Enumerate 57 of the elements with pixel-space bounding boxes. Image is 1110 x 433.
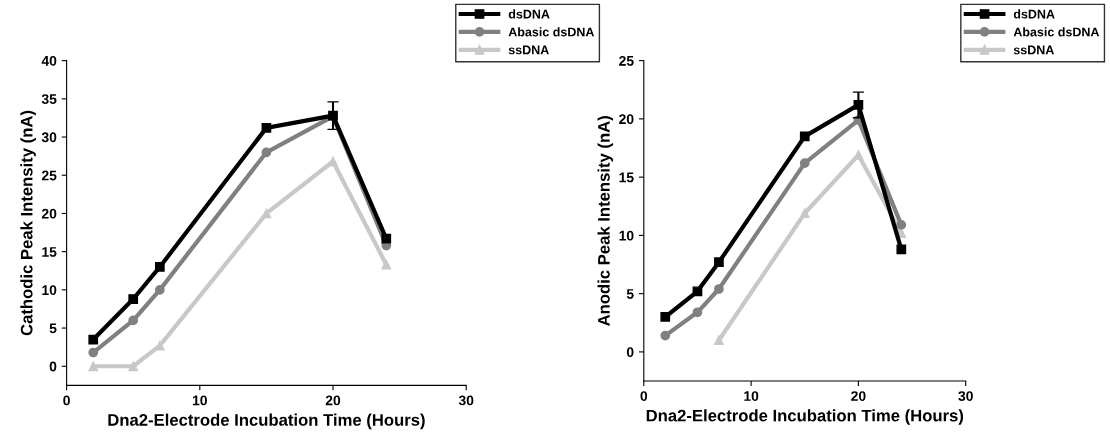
x-tick-label: 30 (458, 395, 474, 406)
point (381, 259, 392, 270)
y-tick-label: 0 (49, 361, 57, 372)
x-axis-title: Dna2-Electrode Incubation Time (Hours) (108, 413, 425, 430)
x-tick-label: 20 (851, 391, 866, 401)
x-tick-label: 30 (958, 391, 973, 401)
y-tick-label: 20 (41, 208, 57, 219)
y-tick-label: 0 (626, 347, 634, 358)
point (660, 330, 671, 341)
point (896, 220, 907, 230)
point (154, 262, 165, 272)
point (799, 208, 810, 219)
x-tick-label: 10 (192, 395, 207, 406)
point (88, 347, 99, 358)
point (799, 158, 810, 169)
legend-label: dsDNA (508, 9, 550, 19)
point (692, 307, 703, 318)
point (88, 361, 99, 372)
legend-label: ssDNA (1013, 45, 1054, 55)
y-tick-label: 15 (619, 172, 634, 183)
y-tick-label: 5 (49, 323, 57, 334)
x-tick-label: 0 (640, 391, 648, 401)
point (381, 233, 392, 244)
point (896, 244, 907, 255)
y-tick-label: 25 (41, 170, 57, 181)
x-tick-label: 0 (63, 395, 70, 406)
point (88, 334, 99, 345)
legend-label: Abasic dsDNA (508, 27, 595, 37)
point (714, 257, 724, 268)
point (128, 315, 139, 326)
point (154, 284, 165, 295)
x-tick-label: 10 (744, 391, 759, 401)
legend-label: ssDNA (508, 45, 549, 55)
y-tick-label: 40 (41, 55, 57, 66)
point (261, 147, 272, 158)
point (714, 335, 724, 346)
y-tick-label: 5 (626, 289, 634, 299)
legend-label: Abasic dsDNA (1013, 27, 1100, 37)
y-axis-title: Cathodic Peak Intensity (nA) (20, 110, 36, 336)
point (128, 361, 139, 372)
y-tick-label: 25 (619, 55, 634, 66)
y-tick-label: 10 (619, 230, 634, 241)
y-tick-label: 35 (41, 94, 57, 105)
point (261, 123, 272, 133)
y-tick-label: 15 (42, 247, 57, 257)
point (799, 131, 810, 142)
y-axis-title: Anodic Peak Intensity (nA) (597, 116, 614, 326)
point (128, 294, 139, 304)
x-axis-title: Dna2-Electrode Incubation Time (Hours) (646, 409, 964, 425)
legend-label: dsDNA (1013, 9, 1055, 19)
point (714, 284, 724, 294)
x-tick-label: 20 (325, 395, 341, 406)
y-tick-label: 20 (619, 114, 634, 125)
point (692, 286, 703, 297)
y-tick-label: 30 (41, 132, 57, 143)
y-tick-label: 10 (42, 285, 57, 296)
point (660, 312, 671, 322)
